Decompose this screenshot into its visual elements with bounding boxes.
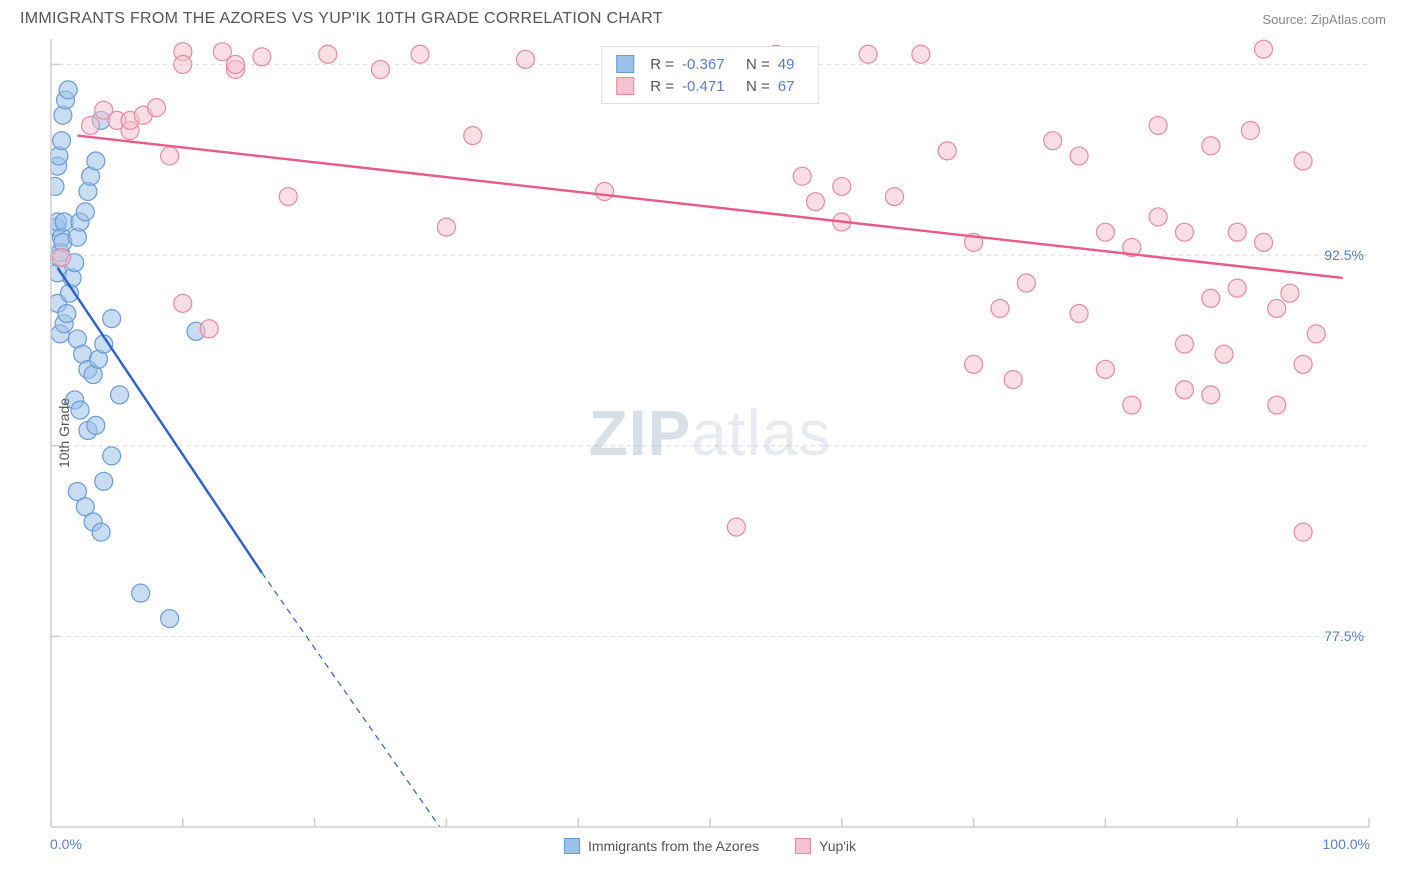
scatter-chart [50, 38, 1370, 828]
y-tick-label: 77.5% [1324, 628, 1370, 644]
r-label: R = [650, 56, 674, 73]
source-prefix: Source: [1262, 12, 1310, 27]
legend: Immigrants from the Azores Yup'ik [564, 838, 856, 854]
legend-swatch [795, 838, 811, 854]
legend-swatch [564, 838, 580, 854]
n-value: 49 [778, 56, 804, 73]
x-tick-label: 0.0% [50, 836, 82, 852]
r-label: R = [650, 78, 674, 95]
legend-label: Yup'ik [819, 838, 856, 854]
source-link[interactable]: ZipAtlas.com [1311, 12, 1386, 27]
legend-swatch [616, 77, 634, 95]
correlation-row: R = -0.471 N = 67 [616, 75, 804, 97]
legend-label: Immigrants from the Azores [588, 838, 759, 854]
r-value: -0.367 [682, 56, 738, 73]
legend-item: Yup'ik [795, 838, 856, 854]
y-axis-label: 10th Grade [56, 398, 72, 468]
legend-item: Immigrants from the Azores [564, 838, 759, 854]
chart-source: Source: ZipAtlas.com [1262, 12, 1386, 27]
n-label: N = [746, 56, 770, 73]
legend-swatch [616, 55, 634, 73]
correlation-legend: R = -0.367 N = 49R = -0.471 N = 67 [601, 46, 819, 104]
x-tick-label: 100.0% [1323, 836, 1370, 852]
y-tick-label: 92.5% [1324, 247, 1370, 263]
n-value: 67 [778, 78, 804, 95]
chart-title: IMMIGRANTS FROM THE AZORES VS YUP'IK 10T… [20, 10, 663, 28]
correlation-row: R = -0.367 N = 49 [616, 53, 804, 75]
r-value: -0.471 [682, 78, 738, 95]
n-label: N = [746, 78, 770, 95]
